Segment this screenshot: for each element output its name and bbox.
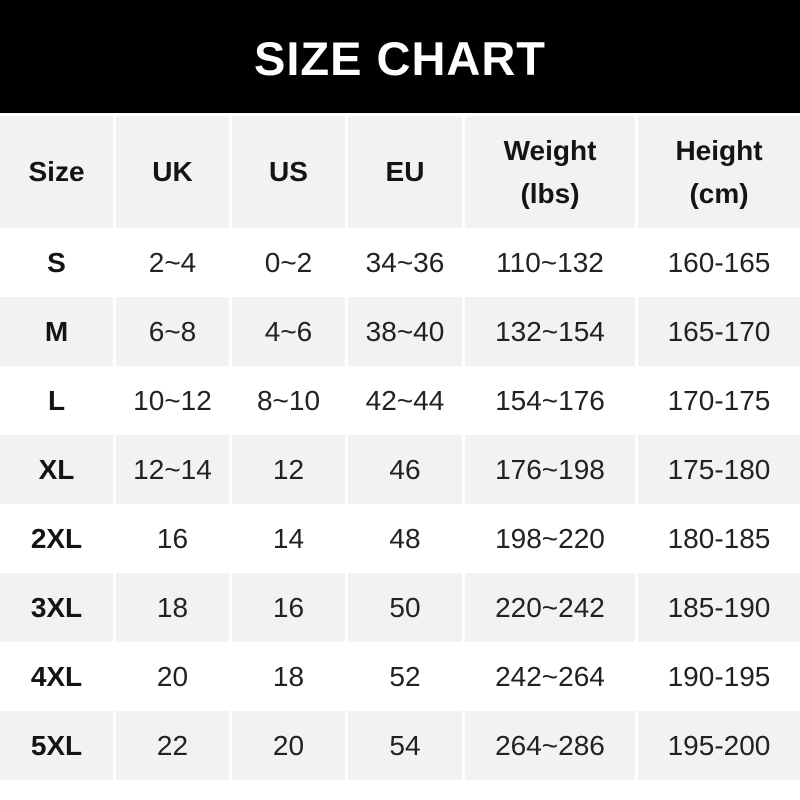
cell-m-weight: 132~154	[465, 297, 635, 366]
cell-4xl-uk: 20	[116, 642, 229, 711]
cell-l-us: 8~10	[232, 366, 345, 435]
cell-l-height: 170-175	[638, 366, 800, 435]
cell-5xl-us: 20	[232, 711, 345, 780]
cell-xl-height: 175-180	[638, 435, 800, 504]
cell-2xl-eu: 48	[348, 504, 462, 573]
header-weight: Weight (lbs)	[465, 116, 635, 228]
cell-xl-uk: 12~14	[116, 435, 229, 504]
cell-s-weight: 110~132	[465, 228, 635, 297]
cell-3xl-uk: 18	[116, 573, 229, 642]
cell-4xl-height: 190-195	[638, 642, 800, 711]
cell-5xl-height: 195-200	[638, 711, 800, 780]
cell-3xl-height: 185-190	[638, 573, 800, 642]
cell-m-size: M	[0, 297, 113, 366]
cell-5xl-weight: 264~286	[465, 711, 635, 780]
cell-s-height: 160-165	[638, 228, 800, 297]
cell-3xl-eu: 50	[348, 573, 462, 642]
cell-m-height: 165-170	[638, 297, 800, 366]
header-height: Height (cm)	[638, 116, 800, 228]
cell-m-us: 4~6	[232, 297, 345, 366]
cell-4xl-us: 18	[232, 642, 345, 711]
header-eu: EU	[348, 116, 462, 228]
cell-l-weight: 154~176	[465, 366, 635, 435]
cell-2xl-uk: 16	[116, 504, 229, 573]
cell-2xl-us: 14	[232, 504, 345, 573]
cell-xl-weight: 176~198	[465, 435, 635, 504]
cell-5xl-eu: 54	[348, 711, 462, 780]
cell-4xl-weight: 242~264	[465, 642, 635, 711]
header-size: Size	[0, 116, 113, 228]
cell-5xl-uk: 22	[116, 711, 229, 780]
cell-2xl-height: 180-185	[638, 504, 800, 573]
cell-m-eu: 38~40	[348, 297, 462, 366]
cell-2xl-weight: 198~220	[465, 504, 635, 573]
cell-s-us: 0~2	[232, 228, 345, 297]
header-us: US	[232, 116, 345, 228]
cell-4xl-size: 4XL	[0, 642, 113, 711]
cell-2xl-size: 2XL	[0, 504, 113, 573]
cell-s-uk: 2~4	[116, 228, 229, 297]
cell-xl-size: XL	[0, 435, 113, 504]
cell-5xl-size: 5XL	[0, 711, 113, 780]
cell-3xl-us: 16	[232, 573, 345, 642]
cell-l-uk: 10~12	[116, 366, 229, 435]
title-banner: SIZE CHART	[0, 0, 800, 113]
page-title: SIZE CHART	[254, 32, 546, 85]
cell-xl-us: 12	[232, 435, 345, 504]
cell-s-eu: 34~36	[348, 228, 462, 297]
cell-l-size: L	[0, 366, 113, 435]
header-uk: UK	[116, 116, 229, 228]
cell-l-eu: 42~44	[348, 366, 462, 435]
size-table: Size UK US EU Weight (lbs) Height (cm) S…	[0, 116, 800, 780]
cell-s-size: S	[0, 228, 113, 297]
cell-3xl-size: 3XL	[0, 573, 113, 642]
cell-m-uk: 6~8	[116, 297, 229, 366]
cell-4xl-eu: 52	[348, 642, 462, 711]
cell-3xl-weight: 220~242	[465, 573, 635, 642]
cell-xl-eu: 46	[348, 435, 462, 504]
